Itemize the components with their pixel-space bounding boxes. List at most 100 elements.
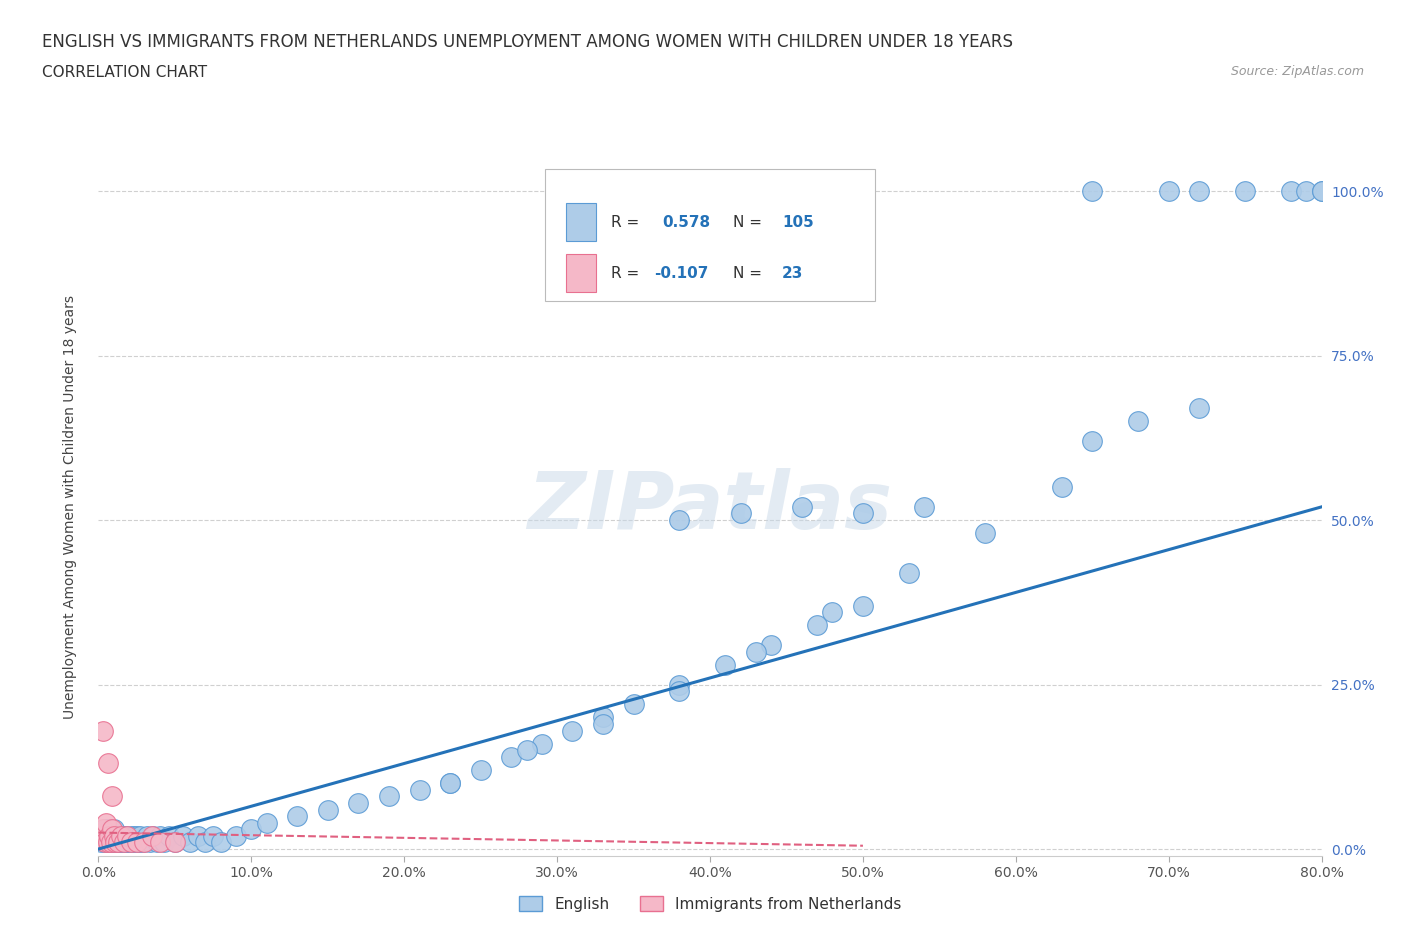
Point xyxy=(714,658,737,672)
Point xyxy=(149,829,172,844)
Point xyxy=(470,763,492,777)
Text: 0.578: 0.578 xyxy=(662,215,710,230)
Point xyxy=(1234,183,1257,198)
Point xyxy=(1081,183,1104,198)
FancyBboxPatch shape xyxy=(565,254,596,292)
Point xyxy=(98,822,121,837)
Point xyxy=(112,835,135,850)
Point xyxy=(439,776,461,790)
Point xyxy=(111,829,134,844)
FancyBboxPatch shape xyxy=(546,168,875,301)
Point xyxy=(408,782,430,797)
Point xyxy=(104,835,127,850)
Point xyxy=(115,829,138,844)
Point xyxy=(94,822,117,837)
Point xyxy=(225,829,247,844)
Text: R =: R = xyxy=(612,266,644,281)
Point xyxy=(142,829,165,844)
Point xyxy=(100,822,122,837)
Point xyxy=(852,506,875,521)
Point xyxy=(100,829,122,844)
Point xyxy=(110,829,132,844)
Point xyxy=(240,822,263,837)
Point xyxy=(103,829,125,844)
Point xyxy=(121,835,143,850)
Point xyxy=(134,835,156,850)
Point xyxy=(256,816,278,830)
Point xyxy=(179,835,201,850)
Point xyxy=(124,835,146,850)
Point xyxy=(1188,401,1211,416)
Point xyxy=(97,835,120,850)
Text: N =: N = xyxy=(734,266,768,281)
Y-axis label: Unemployment Among Women with Children Under 18 years: Unemployment Among Women with Children U… xyxy=(63,295,77,719)
Point xyxy=(187,829,209,844)
Point xyxy=(101,835,124,850)
Point xyxy=(108,835,131,850)
Point xyxy=(100,835,122,850)
Point xyxy=(153,835,176,850)
Point xyxy=(209,835,232,850)
Point xyxy=(120,829,142,844)
Point xyxy=(145,835,167,850)
Point xyxy=(1128,414,1150,429)
Point xyxy=(93,835,115,850)
Point xyxy=(125,835,148,850)
Point xyxy=(592,710,614,724)
Point xyxy=(163,835,186,850)
Point xyxy=(108,829,131,844)
Point xyxy=(561,724,583,738)
Text: -0.107: -0.107 xyxy=(654,266,709,281)
FancyBboxPatch shape xyxy=(565,203,596,242)
Point xyxy=(90,835,112,850)
Point xyxy=(285,809,308,824)
Point xyxy=(100,835,122,850)
Point xyxy=(759,638,782,653)
Point xyxy=(202,829,225,844)
Point xyxy=(104,835,127,850)
Text: CORRELATION CHART: CORRELATION CHART xyxy=(42,65,207,80)
Point xyxy=(912,499,935,514)
Point xyxy=(112,835,135,850)
Point xyxy=(118,835,141,850)
Text: ENGLISH VS IMMIGRANTS FROM NETHERLANDS UNEMPLOYMENT AMONG WOMEN WITH CHILDREN UN: ENGLISH VS IMMIGRANTS FROM NETHERLANDS U… xyxy=(42,33,1014,50)
Text: 105: 105 xyxy=(782,215,814,230)
Point xyxy=(897,565,920,580)
Point xyxy=(1310,183,1333,198)
Point xyxy=(103,835,125,850)
Text: ZIPatlas: ZIPatlas xyxy=(527,468,893,546)
Point xyxy=(141,829,163,844)
Point xyxy=(974,525,997,540)
Point xyxy=(103,822,125,837)
Point xyxy=(105,829,128,844)
Point xyxy=(127,835,149,850)
Point xyxy=(122,829,145,844)
Point xyxy=(98,829,121,844)
Text: R =: R = xyxy=(612,215,644,230)
Point xyxy=(623,697,645,711)
Point xyxy=(91,829,114,844)
Point xyxy=(107,829,129,844)
Point xyxy=(852,598,875,613)
Point xyxy=(1188,183,1211,198)
Point xyxy=(347,795,370,810)
Point xyxy=(117,829,139,844)
Point xyxy=(157,829,180,844)
Point xyxy=(745,644,768,659)
Point xyxy=(668,512,690,527)
Point xyxy=(103,829,125,844)
Point xyxy=(94,835,117,850)
Point xyxy=(790,499,813,514)
Point xyxy=(1295,183,1317,198)
Point xyxy=(129,835,152,850)
Point xyxy=(139,835,162,850)
Point xyxy=(93,835,115,850)
Point xyxy=(592,716,614,731)
Point xyxy=(98,829,121,844)
Point xyxy=(90,829,112,844)
Point xyxy=(107,835,129,850)
Point xyxy=(120,835,142,850)
Point xyxy=(172,829,194,844)
Point xyxy=(91,822,114,837)
Point xyxy=(806,618,828,632)
